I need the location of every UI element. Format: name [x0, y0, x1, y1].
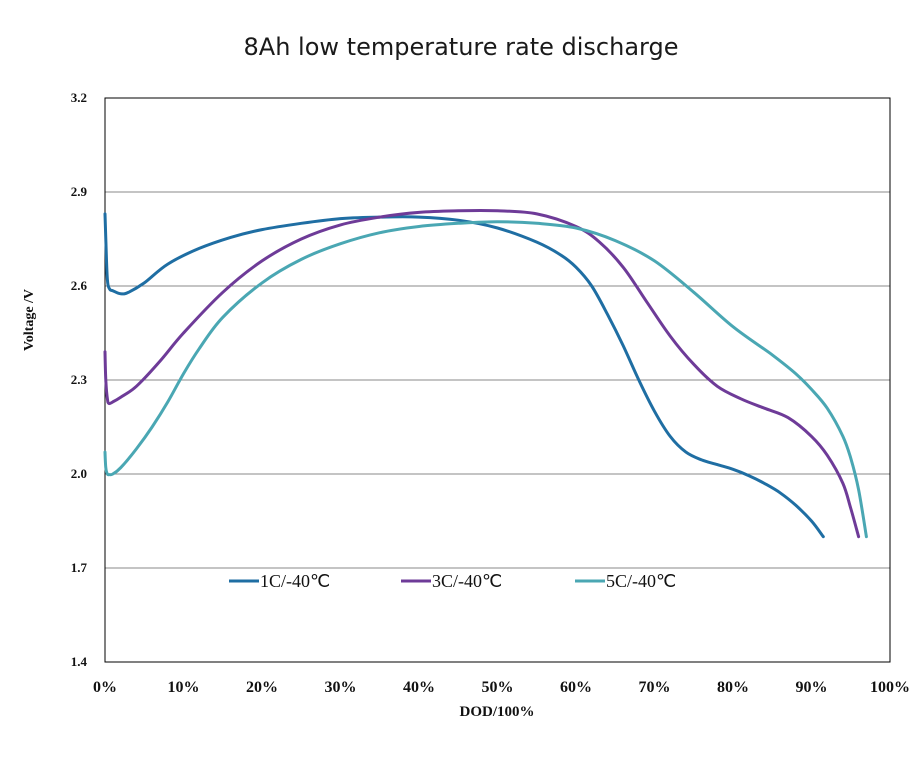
y-tick-label: 2.9 [71, 184, 88, 199]
y-axis-ticks: 1.4 1.7 2.0 2.3 2.6 2.9 3.2 [71, 90, 88, 669]
series-line-3 [103, 220, 868, 539]
x-tick-label: 0% [93, 679, 117, 696]
x-tick-label: 50% [482, 679, 514, 696]
x-tick-label: 30% [325, 679, 357, 696]
x-tick-label: 40% [403, 679, 435, 696]
x-tick-label: 10% [168, 679, 200, 696]
x-tick-label: 20% [246, 679, 278, 696]
series-line-1 [103, 212, 825, 539]
y-tick-label: 2.0 [71, 466, 87, 481]
series-line-2 [103, 209, 861, 539]
legend-label-1: 1C/-40℃ [260, 571, 330, 591]
x-axis-label: DOD/100% [460, 704, 535, 720]
legend: 1C/-40℃ 3C/-40℃ 5C/-40℃ [229, 571, 676, 591]
y-tick-label: 3.2 [71, 90, 87, 105]
y-tick-label: 1.7 [71, 560, 88, 575]
x-tick-label: 100% [870, 679, 910, 696]
x-tick-label: 90% [796, 679, 828, 696]
y-axis-label: Voltage /V [22, 289, 37, 351]
grid-lines [105, 191, 890, 569]
x-tick-label: 60% [560, 679, 592, 696]
x-tick-label: 80% [717, 679, 749, 696]
legend-label-3: 5C/-40℃ [606, 571, 676, 591]
x-tick-label: 70% [639, 679, 671, 696]
y-tick-label: 2.3 [71, 372, 88, 387]
chart-title: 8Ah low temperature rate discharge [244, 33, 679, 61]
y-tick-label: 1.4 [71, 654, 88, 669]
series-lines [103, 209, 868, 539]
legend-label-2: 3C/-40℃ [432, 571, 502, 591]
x-axis-ticks: 0% 10% 20% 30% 40% 50% 60% 70% 80% 90% 100% [93, 679, 910, 696]
y-tick-label: 2.6 [71, 278, 88, 293]
